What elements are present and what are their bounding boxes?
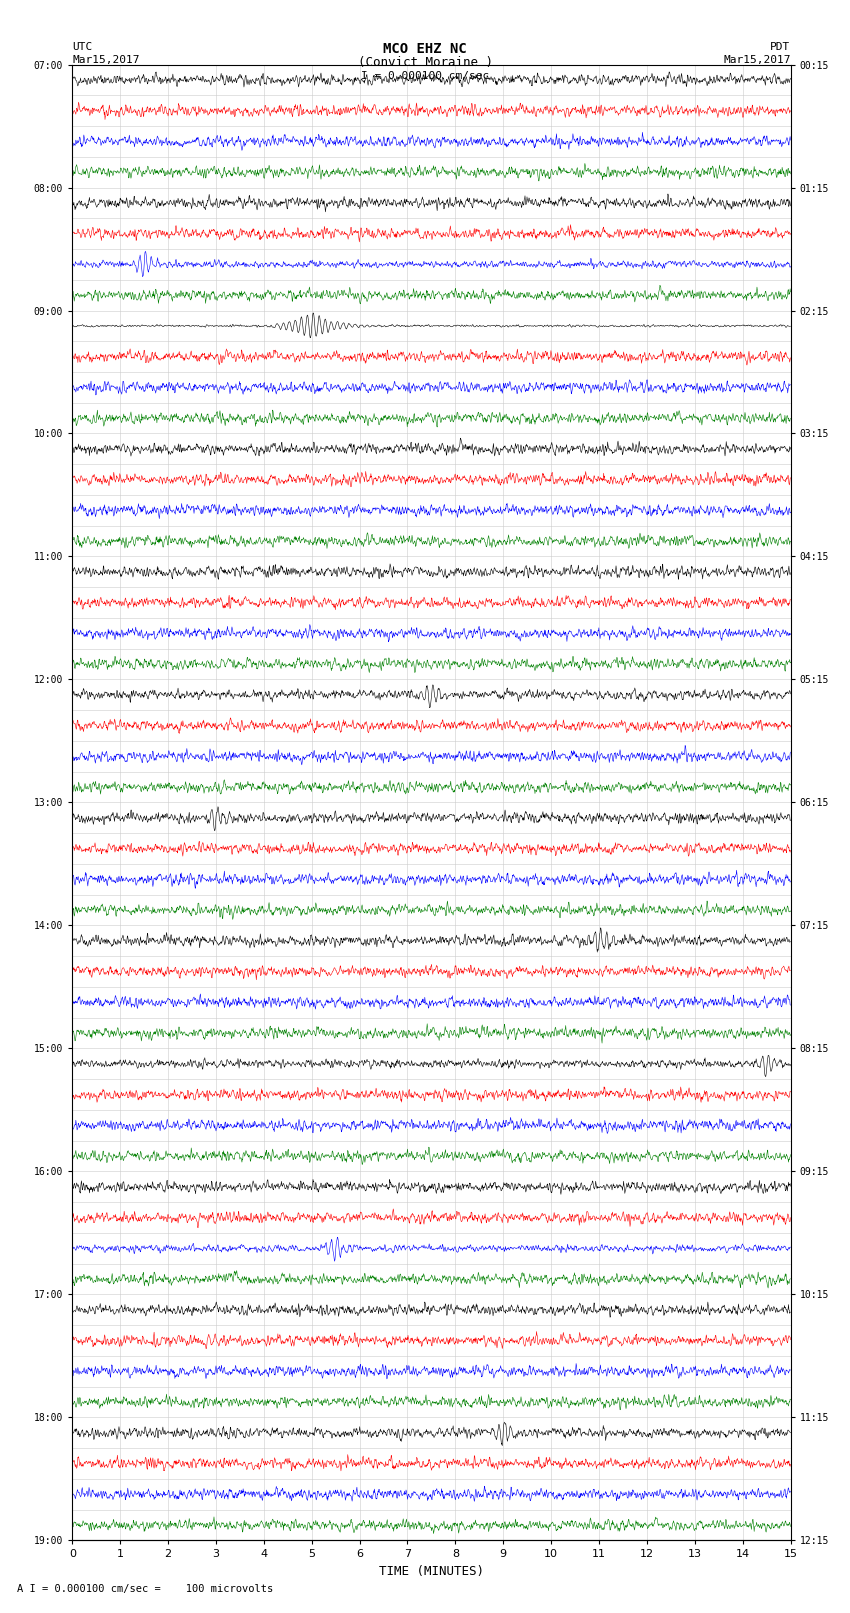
X-axis label: TIME (MINUTES): TIME (MINUTES) [379,1565,484,1578]
Text: PDT: PDT [770,42,790,52]
Text: MCO EHZ NC: MCO EHZ NC [383,42,467,56]
Text: A I = 0.000100 cm/sec =    100 microvolts: A I = 0.000100 cm/sec = 100 microvolts [17,1584,273,1594]
Text: Mar15,2017: Mar15,2017 [72,55,139,65]
Text: UTC: UTC [72,42,93,52]
Text: I = 0.000100 cm/sec: I = 0.000100 cm/sec [361,71,489,81]
Text: (Convict Moraine ): (Convict Moraine ) [358,56,492,69]
Text: Mar15,2017: Mar15,2017 [723,55,791,65]
